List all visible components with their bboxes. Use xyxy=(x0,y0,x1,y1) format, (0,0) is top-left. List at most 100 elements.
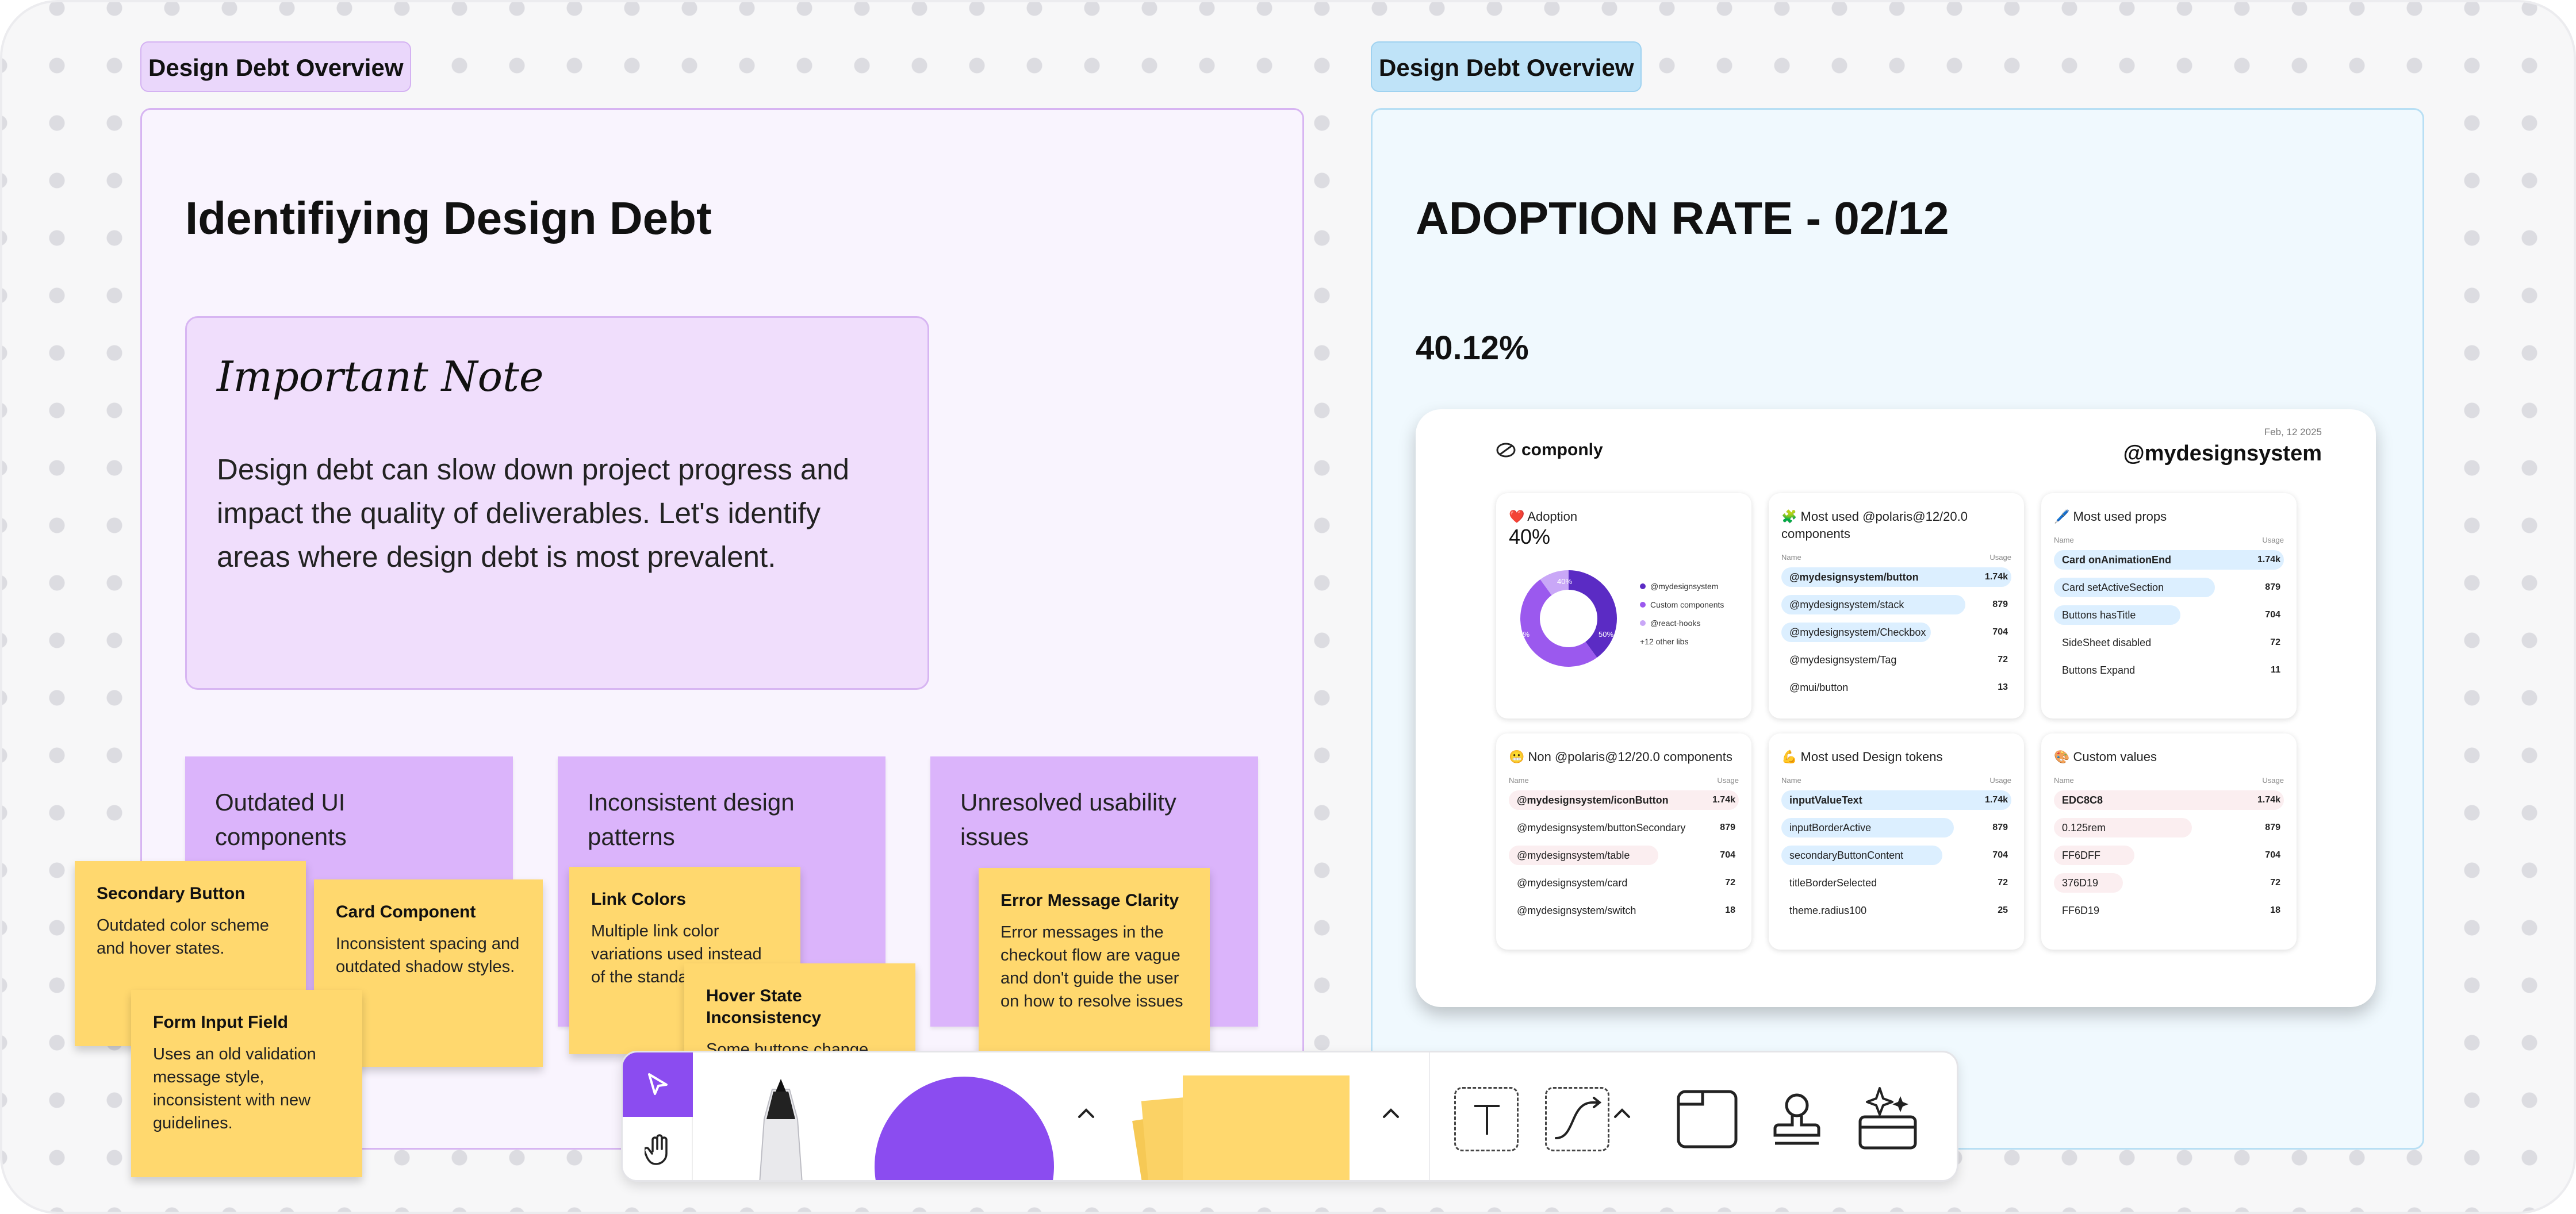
row-name: @mydesignsystem/table xyxy=(1517,850,1630,861)
col-usage: Usage xyxy=(2262,776,2284,785)
row-name: inputValueText xyxy=(1789,794,1862,806)
table-row: Buttons hasTitle 704 xyxy=(2054,601,2284,627)
row-name: secondaryButtonContent xyxy=(1789,850,1904,861)
legend-item: @mydesignsystem xyxy=(1640,577,1724,596)
table-row: SideSheet disabled 72 xyxy=(2054,628,2284,655)
adoption-card: ❤️ Adoption 40% 40% 10% 50% @mydesignsys… xyxy=(1496,493,1751,719)
table-header: Name Usage xyxy=(1781,776,2011,785)
table-rows: @mydesignsystem/iconButton 1.74k @mydesign… xyxy=(1509,786,1739,923)
sticky-body: Uses an old validation message style, in… xyxy=(153,1045,316,1132)
table-row: Buttons Expand 11 xyxy=(2054,656,2284,682)
usage-bar xyxy=(1781,818,1954,837)
legend-item: +12 other libs xyxy=(1640,632,1724,651)
select-tool-button[interactable] xyxy=(623,1052,693,1117)
row-name: FF6DFF xyxy=(2062,850,2100,861)
table-rows: Card onAnimationEnd 1.74k Card setActiveSe… xyxy=(2054,545,2284,682)
table-header: Name Usage xyxy=(2054,776,2284,785)
col-usage: Usage xyxy=(2262,536,2284,544)
design-tokens-card: 💪 Most used Design tokens Name Usage inpu… xyxy=(1769,733,2024,950)
adoption-legend: @mydesignsystem Custom components @react… xyxy=(1640,577,1724,651)
category-label: Outdated UI components xyxy=(215,789,347,850)
row-usage: 879 xyxy=(2265,823,2280,832)
chevron-up-icon[interactable] xyxy=(1612,1105,1632,1121)
chevron-up-icon[interactable] xyxy=(1381,1105,1401,1121)
important-note-card[interactable]: Important Note Design debt can slow down… xyxy=(185,316,929,690)
brand-name: componly xyxy=(1521,440,1603,459)
usage-bar xyxy=(2054,790,2284,810)
card-title: 🧩 Most used @polaris@12/20.0 components xyxy=(1781,509,1968,541)
row-usage: 18 xyxy=(1725,905,1735,915)
table-row: inputValueText 1.74k xyxy=(1781,786,2011,812)
col-name: Name xyxy=(1781,553,1801,562)
table-row: 376D19 72 xyxy=(2054,869,2284,895)
row-name: @mui/button xyxy=(1789,682,1849,693)
props-card: 🖊️ Most used props Name Usage Card onAnim… xyxy=(2041,493,2297,719)
row-name: SideSheet disabled xyxy=(2062,637,2152,648)
legend-item: @react-hooks xyxy=(1640,614,1724,632)
row-name: 376D19 xyxy=(2062,877,2099,889)
table-row: secondaryButtonContent 704 xyxy=(1781,841,2011,867)
row-usage: 72 xyxy=(1998,655,2008,664)
sticky-note[interactable]: Card Component Inconsistent spacing and … xyxy=(314,879,543,1067)
note-heading: Important Note xyxy=(217,352,544,401)
legend-dot xyxy=(1640,602,1646,608)
row-usage: 72 xyxy=(2270,637,2280,647)
col-name: Name xyxy=(2054,776,2074,785)
row-usage: 879 xyxy=(1992,600,2008,609)
legend-dot xyxy=(1640,620,1646,626)
row-name: Card setActiveSection xyxy=(2062,582,2164,593)
sticky-title: Error Message Clarity xyxy=(1000,891,1179,910)
frame-label-right[interactable]: Design Debt Overview xyxy=(1371,41,1642,92)
legend-label: @react-hooks xyxy=(1650,618,1701,628)
usage-bar xyxy=(1509,846,1658,865)
sticky-note[interactable]: Form Input Field Uses an old validation … xyxy=(131,990,362,1177)
col-name: Name xyxy=(1509,776,1529,785)
text-tool-button[interactable] xyxy=(1454,1087,1519,1151)
table-row: EDC8C8 1.74k xyxy=(2054,786,2284,812)
pen-tool-icon[interactable] xyxy=(738,1079,824,1182)
hand-tool-button[interactable] xyxy=(623,1117,693,1180)
brand-logo: componly xyxy=(1496,440,1603,460)
report-date: Feb, 12 2025 xyxy=(2264,427,2322,437)
row-usage: 704 xyxy=(1992,627,2008,637)
componly-dashboard[interactable]: componly Feb, 12 2025 @mydesignsystem ❤️… xyxy=(1416,409,2376,1007)
row-usage: 704 xyxy=(2265,610,2280,620)
ai-templates-icon[interactable] xyxy=(1854,1085,1921,1152)
sticky-title: Secondary Button xyxy=(97,884,246,903)
table-header: Name Usage xyxy=(1781,553,2011,562)
card-title: 😬 Non @polaris@12/20.0 components xyxy=(1509,750,1732,764)
sticky-note[interactable]: Error Message Clarity Error messages in … xyxy=(979,868,1210,1055)
chevron-up-icon[interactable] xyxy=(1076,1105,1097,1121)
table-row: theme.radius100 25 xyxy=(1781,896,2011,923)
col-usage: Usage xyxy=(1717,776,1739,785)
stamp-icon[interactable] xyxy=(1765,1087,1829,1151)
shape-tool-circle[interactable] xyxy=(875,1077,1054,1180)
table-row: FF6D19 18 xyxy=(2054,896,2284,923)
custom-values-card: 🎨 Custom values Name Usage EDC8C8 1.74k 0.1… xyxy=(2041,733,2297,950)
row-usage: 1.74k xyxy=(1984,795,2008,805)
row-name: @mydesignsystem/buttonSecondary xyxy=(1517,822,1686,833)
row-name: @mydesignsystem/card xyxy=(1517,877,1628,889)
table-rows: inputValueText 1.74k inputBorderActive 879 s… xyxy=(1781,786,2011,923)
connector-tool-button[interactable] xyxy=(1545,1087,1609,1151)
col-name: Name xyxy=(2054,536,2074,544)
row-name: Buttons Expand xyxy=(2062,664,2136,676)
row-name: @mydesignsystem/Tag xyxy=(1789,654,1897,666)
adoption-rate-value: 40.12% xyxy=(1416,329,1529,367)
row-name: theme.radius100 xyxy=(1789,905,1867,916)
legend-dot xyxy=(1640,583,1646,589)
donut-slice xyxy=(1569,570,1617,658)
left-title: Identifiying Design Debt xyxy=(185,193,712,244)
section-frame-icon[interactable] xyxy=(1675,1087,1739,1151)
donut-label: 10% xyxy=(1515,630,1530,639)
bottom-toolbar xyxy=(621,1051,1958,1182)
row-usage: 13 xyxy=(1998,682,2008,692)
card-title: 💪 Most used Design tokens xyxy=(1781,750,1943,764)
sticky-tool-button[interactable] xyxy=(1183,1075,1350,1180)
table-row: @mydesignsystem/table 704 xyxy=(1509,841,1739,867)
frame-label-left[interactable]: Design Debt Overview xyxy=(140,41,412,92)
row-usage: 879 xyxy=(2265,582,2280,592)
sticky-title: Form Input Field xyxy=(153,1013,288,1032)
adoption-percent: 40% xyxy=(1509,525,1551,548)
